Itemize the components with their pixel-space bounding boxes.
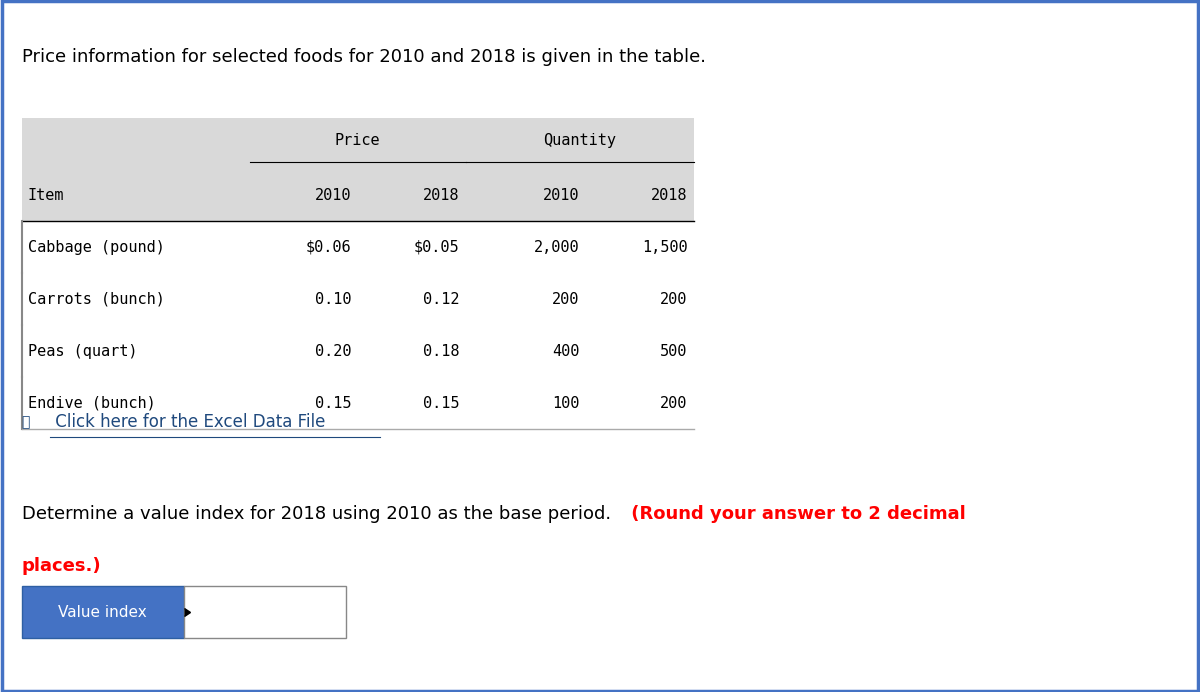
Text: $0.05: $0.05 (414, 240, 460, 255)
FancyBboxPatch shape (22, 586, 184, 638)
FancyBboxPatch shape (22, 377, 694, 429)
Text: 2,000: 2,000 (534, 240, 580, 255)
FancyBboxPatch shape (22, 221, 694, 273)
Text: 0.15: 0.15 (424, 396, 460, 410)
Text: 0.20: 0.20 (316, 344, 352, 358)
Text: 📄: 📄 (22, 415, 30, 429)
Text: 400: 400 (552, 344, 580, 358)
Text: 2010: 2010 (316, 188, 352, 203)
Text: 200: 200 (660, 396, 688, 410)
Text: Click here for the Excel Data File: Click here for the Excel Data File (50, 413, 325, 431)
Text: Price information for selected foods for 2010 and 2018 is given in the table.: Price information for selected foods for… (22, 48, 706, 66)
Text: 0.10: 0.10 (316, 292, 352, 307)
Text: Peas (quart): Peas (quart) (28, 344, 137, 358)
Text: 0.12: 0.12 (424, 292, 460, 307)
Text: $0.06: $0.06 (306, 240, 352, 255)
Text: Price: Price (335, 134, 380, 149)
FancyBboxPatch shape (22, 118, 694, 221)
Text: (Round your answer to 2 decimal: (Round your answer to 2 decimal (625, 505, 966, 523)
Text: Cabbage (pound): Cabbage (pound) (28, 240, 164, 255)
Text: 2018: 2018 (652, 188, 688, 203)
Text: 100: 100 (552, 396, 580, 410)
Text: 500: 500 (660, 344, 688, 358)
Text: 1,500: 1,500 (642, 240, 688, 255)
Text: 0.15: 0.15 (316, 396, 352, 410)
Text: Item: Item (28, 188, 64, 203)
Text: Determine a value index for 2018 using 2010 as the base period.: Determine a value index for 2018 using 2… (22, 505, 611, 523)
FancyBboxPatch shape (184, 586, 346, 638)
FancyBboxPatch shape (22, 273, 694, 325)
Text: Quantity: Quantity (544, 134, 616, 149)
Text: 200: 200 (552, 292, 580, 307)
Text: 0.18: 0.18 (424, 344, 460, 358)
Text: 200: 200 (660, 292, 688, 307)
Text: 2010: 2010 (544, 188, 580, 203)
Text: Value index: Value index (59, 605, 146, 620)
FancyBboxPatch shape (22, 325, 694, 377)
Text: Endive (bunch): Endive (bunch) (28, 396, 155, 410)
Text: places.): places.) (22, 557, 101, 575)
Text: Carrots (bunch): Carrots (bunch) (28, 292, 164, 307)
Text: 2018: 2018 (424, 188, 460, 203)
